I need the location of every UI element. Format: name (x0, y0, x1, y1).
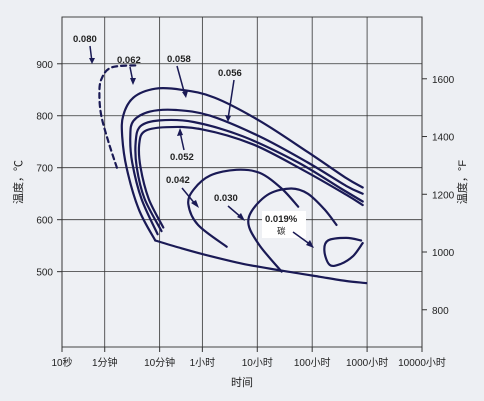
y-axis-label-left: 温度，℃ (11, 160, 25, 204)
x-tick-label: 100小时 (294, 357, 331, 369)
y-tick-label-right: 1000 (432, 248, 455, 259)
x-tick-label: 1小时 (190, 357, 216, 369)
arrowhead-0019 (306, 240, 314, 248)
x-tick-label: 10小时 (242, 357, 273, 369)
y-tick-label-right: 800 (432, 306, 449, 317)
arrowhead-0058 (182, 91, 188, 98)
x-axis-label: 时间 (231, 376, 253, 389)
x-tick-label: 10分钟 (144, 356, 175, 369)
label-0058: 0.058 (167, 54, 191, 65)
label-0042: 0.042 (166, 175, 190, 186)
curve-0062 (120, 86, 364, 242)
label-0056: 0.056 (218, 68, 242, 79)
arrowhead-0042 (191, 200, 199, 208)
arrowhead-0080 (89, 58, 95, 64)
curve-0019 (323, 236, 364, 268)
arrow-0056 (227, 79, 235, 120)
curve-0056 (134, 118, 364, 233)
label-0062: 0.062 (117, 55, 141, 66)
y-tick-label-right: 1600 (432, 75, 455, 86)
y-tick-label-left: 600 (36, 216, 53, 227)
label-0052: 0.052 (170, 152, 194, 163)
x-tick-label: 1分钟 (92, 356, 118, 369)
x-tick-label: 10000小时 (398, 357, 446, 369)
curve-baseline (154, 239, 368, 285)
y-tick-label-left: 700 (36, 164, 53, 175)
curves (98, 64, 368, 285)
y-tick-label-left: 900 (36, 60, 53, 71)
curve-0052 (137, 125, 364, 229)
y-tick-label-right: 1400 (432, 133, 455, 144)
label-0019: 0.019% (265, 214, 298, 225)
arrowhead-0056 (225, 115, 231, 122)
arrowhead-0062 (130, 78, 136, 85)
y-axis-label-right: 温度，°F (455, 160, 469, 204)
curve-labels: 0.080 0.062 0.058 0.056 0.052 0.042 0.03… (73, 34, 314, 248)
arrowhead-0052 (177, 128, 183, 136)
label-0080: 0.080 (73, 34, 97, 45)
label-0019-box (262, 211, 306, 238)
y-tick-label-left: 500 (36, 268, 53, 279)
label-carbon: 碳 (277, 226, 286, 236)
y-tick-label-right: 1200 (432, 190, 455, 201)
curve-0058 (129, 108, 364, 236)
plot-frame (61, 16, 423, 348)
curve-0042 (187, 168, 300, 248)
arrowhead-0030 (237, 213, 245, 221)
x-tick-label: 1000小时 (346, 357, 388, 369)
x-tick-label: 10秒 (51, 356, 72, 369)
curve-0030 (247, 187, 338, 273)
y-tick-label-left: 800 (36, 112, 53, 123)
ticks: 10秒 1分钟 10分钟 1小时 10小时 100小时 1000小时 10000小时 500 60… (36, 60, 454, 369)
label-0030: 0.030 (214, 193, 238, 204)
curve-0080 (98, 64, 140, 169)
arrow-0058 (176, 65, 186, 96)
